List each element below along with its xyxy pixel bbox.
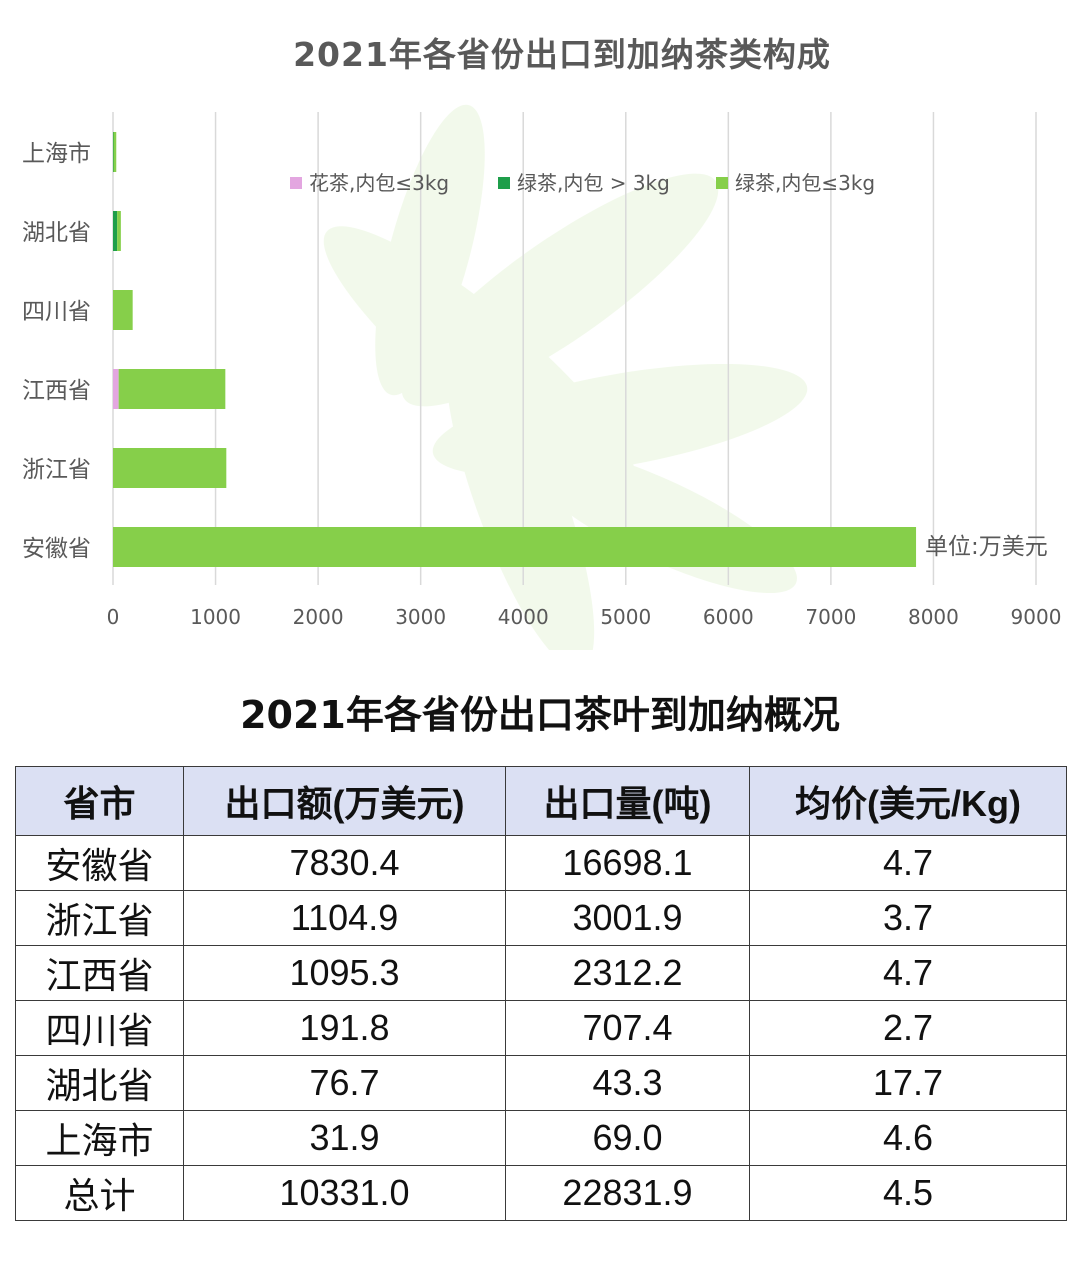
- bar-segment: [118, 369, 226, 409]
- cell-avg-price: 3.7: [749, 890, 1067, 946]
- table-header-row: 省市 出口额(万美元) 出口量(吨) 均价(美元/Kg): [15, 766, 1067, 836]
- table-row: 湖北省 76.7 43.3 17.7: [15, 1055, 1067, 1111]
- x-tick-label: 9000: [1011, 605, 1062, 629]
- header-province: 省市: [15, 766, 184, 836]
- x-tick-label: 7000: [805, 605, 856, 629]
- cell-export-volume: 69.0: [505, 1110, 750, 1166]
- bar-segment: [113, 211, 118, 251]
- cell-export-value: 1104.9: [183, 890, 506, 946]
- legend-swatch: [290, 177, 302, 189]
- legend-label: 花茶,内包≤3kg: [309, 171, 449, 195]
- x-tick-label: 1000: [190, 605, 241, 629]
- cell-export-value: 191.8: [183, 1000, 506, 1056]
- cell-export-volume: 43.3: [505, 1055, 750, 1111]
- cell-export-value: 10331.0: [183, 1165, 506, 1221]
- cell-export-volume: 707.4: [505, 1000, 750, 1056]
- cell-export-value: 76.7: [183, 1055, 506, 1111]
- header-export-volume: 出口量(吨): [505, 766, 750, 836]
- summary-table: 省市 出口额(万美元) 出口量(吨) 均价(美元/Kg) 安徽省 7830.4 16…: [15, 766, 1067, 1221]
- table-row: 上海市 31.9 69.0 4.6: [15, 1110, 1067, 1166]
- table-row: 总计 10331.0 22831.9 4.5: [15, 1165, 1067, 1221]
- y-category-label: 湖北省: [22, 220, 91, 246]
- cell-province: 总计: [15, 1165, 184, 1221]
- bar-segment: [113, 527, 917, 567]
- header-avg-price: 均价(美元/Kg): [749, 766, 1067, 836]
- cell-avg-price: 4.5: [749, 1165, 1067, 1221]
- cell-export-value: 7830.4: [183, 835, 506, 891]
- cell-province: 上海市: [15, 1110, 184, 1166]
- x-tick-label: 3000: [395, 605, 446, 629]
- cell-province: 四川省: [15, 1000, 184, 1056]
- table-row: 浙江省 1104.9 3001.9 3.7: [15, 890, 1067, 946]
- legend-label: 绿茶,内包≤3kg: [735, 171, 875, 195]
- y-category-label: 江西省: [22, 378, 91, 404]
- bar-chart: 0 1000 2000 3000 4000 5000 6000 7000 8000 9000 安徽…: [22, 104, 1062, 650]
- y-category-label: 安徽省: [22, 536, 91, 562]
- cell-province: 浙江省: [15, 890, 184, 946]
- legend-swatch: [498, 177, 510, 189]
- chart-title: 2021年各省份出口到加纳茶类构成: [293, 35, 831, 74]
- y-category-label: 四川省: [22, 299, 91, 325]
- x-tick-label: 2000: [293, 605, 344, 629]
- bar-segment: [117, 211, 121, 251]
- x-tick-label: 4000: [498, 605, 549, 629]
- cell-avg-price: 2.7: [749, 1000, 1067, 1056]
- legend-label: 绿茶,内包 > 3kg: [517, 171, 670, 195]
- cell-export-volume: 2312.2: [505, 945, 750, 1001]
- x-tick-label: 6000: [703, 605, 754, 629]
- cell-avg-price: 4.7: [749, 835, 1067, 891]
- cell-export-volume: 16698.1: [505, 835, 750, 891]
- cell-export-value: 31.9: [183, 1110, 506, 1166]
- cell-avg-price: 4.6: [749, 1110, 1067, 1166]
- unit-annotation: 单位:万美元: [925, 534, 1048, 560]
- y-category-label: 浙江省: [22, 457, 91, 483]
- bar-segment: [113, 132, 117, 172]
- cell-avg-price: 4.7: [749, 945, 1067, 1001]
- table-title: 2021年各省份出口茶叶到加纳概况: [240, 693, 840, 737]
- x-tick-label: 8000: [908, 605, 959, 629]
- y-category-label: 上海市: [22, 141, 91, 167]
- cell-export-volume: 22831.9: [505, 1165, 750, 1221]
- cell-export-volume: 3001.9: [505, 890, 750, 946]
- bar-segment: [113, 448, 227, 488]
- table-row: 安徽省 7830.4 16698.1 4.7: [15, 835, 1067, 891]
- bar-segment: [113, 369, 119, 409]
- table-row: 江西省 1095.3 2312.2 4.7: [15, 945, 1067, 1001]
- legend-swatch: [716, 177, 728, 189]
- cell-province: 湖北省: [15, 1055, 184, 1111]
- table-row: 四川省 191.8 707.4 2.7: [15, 1000, 1067, 1056]
- cell-avg-price: 17.7: [749, 1055, 1067, 1111]
- x-tick-label: 5000: [600, 605, 651, 629]
- cell-export-value: 1095.3: [183, 945, 506, 1001]
- cell-province: 安徽省: [15, 835, 184, 891]
- header-export-value: 出口额(万美元): [183, 766, 506, 836]
- leaf-watermark-icon: [323, 104, 808, 650]
- cell-province: 江西省: [15, 945, 184, 1001]
- bar-segment: [113, 290, 133, 330]
- x-tick-label: 0: [107, 605, 120, 629]
